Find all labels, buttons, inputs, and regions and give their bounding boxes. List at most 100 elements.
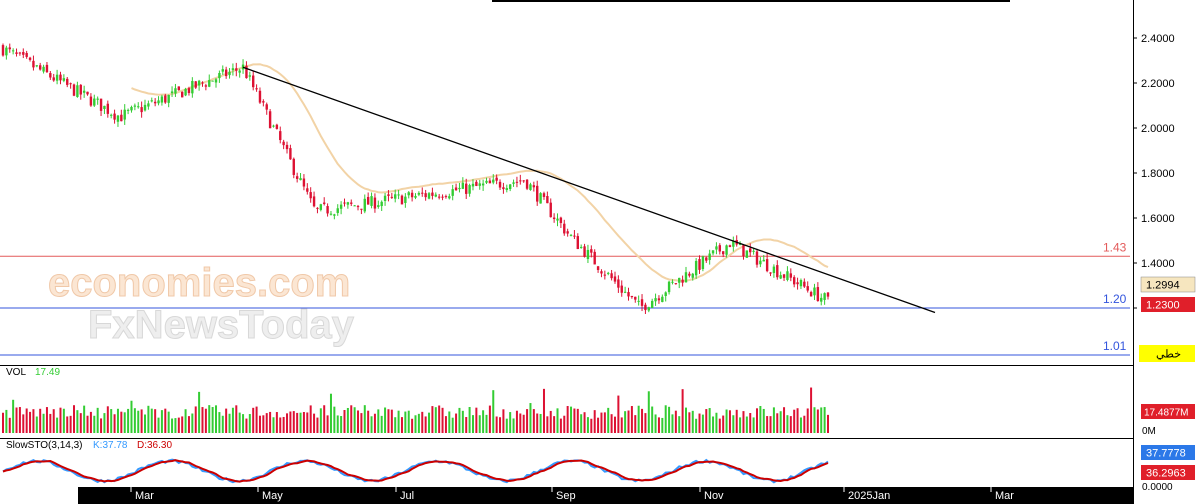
volume-bar bbox=[69, 415, 72, 433]
volume-bar bbox=[167, 411, 170, 433]
volume-bar bbox=[174, 418, 177, 433]
volume-bar bbox=[776, 413, 779, 433]
volume-bar bbox=[417, 413, 420, 433]
candle-body bbox=[566, 231, 569, 234]
volume-bar bbox=[438, 405, 441, 433]
volume-bar bbox=[806, 408, 809, 433]
stochastic-title: SlowSTO(3,14,3) bbox=[6, 440, 83, 451]
time-axis-bar[interactable] bbox=[78, 487, 1133, 504]
candle-body bbox=[201, 82, 204, 84]
volume-bar bbox=[299, 412, 302, 433]
candle-body bbox=[319, 204, 323, 210]
volume-bar bbox=[559, 418, 562, 433]
candle-body bbox=[25, 52, 28, 57]
candle-body bbox=[674, 283, 678, 285]
volume-bar bbox=[725, 409, 728, 433]
candle-body bbox=[113, 113, 116, 120]
volume-bar bbox=[654, 414, 657, 433]
volume-bar bbox=[766, 416, 769, 433]
candle-body bbox=[715, 246, 718, 250]
candle-body bbox=[792, 277, 796, 285]
candle-body bbox=[69, 83, 72, 85]
drawing-tool-badge[interactable] bbox=[1139, 345, 1195, 362]
candle-body bbox=[481, 183, 485, 186]
volume-bar bbox=[688, 412, 691, 433]
candle-body bbox=[93, 98, 96, 106]
volume-bar bbox=[705, 409, 708, 433]
candle-body bbox=[96, 98, 99, 100]
candle-body bbox=[488, 180, 492, 184]
volume-bar bbox=[617, 395, 620, 433]
volume-bar bbox=[509, 412, 512, 433]
trendline-segment[interactable] bbox=[242, 66, 936, 314]
volume-bar bbox=[796, 408, 799, 433]
volume-bar bbox=[749, 413, 752, 433]
candle-body bbox=[765, 259, 769, 272]
candle-body bbox=[109, 114, 113, 116]
volume-value: 17.49 bbox=[35, 367, 60, 378]
candle-body bbox=[373, 197, 377, 209]
price-tick-label: 1.6000 bbox=[1141, 213, 1175, 225]
volume-bar bbox=[235, 405, 238, 433]
volume-bar bbox=[228, 413, 231, 433]
volume-bar bbox=[343, 410, 346, 433]
candle-body bbox=[140, 107, 143, 113]
volume-bar bbox=[52, 409, 55, 433]
volume-bar bbox=[803, 415, 806, 433]
volume-bar bbox=[353, 407, 356, 433]
candle-body bbox=[454, 187, 458, 191]
volume-bar bbox=[823, 407, 826, 433]
volume-bar bbox=[549, 410, 552, 433]
volume-bar bbox=[140, 409, 143, 433]
volume-bar bbox=[607, 407, 610, 433]
candle-body bbox=[789, 273, 793, 278]
volume-bar bbox=[816, 409, 819, 433]
volume-bar bbox=[512, 418, 515, 433]
candle-body bbox=[698, 259, 701, 270]
candle-body bbox=[410, 192, 414, 198]
volume-bar bbox=[630, 406, 633, 433]
candle-body bbox=[468, 185, 471, 194]
candle-body bbox=[711, 250, 715, 254]
volume-bar bbox=[590, 418, 593, 433]
price-tick-label: 2.4000 bbox=[1141, 33, 1175, 45]
candle-body bbox=[502, 187, 505, 190]
candle-body bbox=[583, 246, 586, 257]
volume-bar bbox=[316, 417, 319, 433]
volume-bar bbox=[488, 405, 491, 433]
volume-bar bbox=[580, 414, 583, 433]
volume-bar bbox=[110, 409, 113, 433]
volume-bar bbox=[661, 417, 664, 433]
candle-body bbox=[559, 217, 563, 224]
volume-bar bbox=[813, 407, 816, 433]
volume-title: VOL bbox=[6, 367, 26, 378]
candle-body bbox=[366, 196, 370, 205]
candle-body bbox=[76, 85, 79, 97]
trendline[interactable] bbox=[242, 66, 936, 314]
candle-body bbox=[725, 245, 728, 255]
candle-body bbox=[157, 100, 160, 104]
candle-body bbox=[72, 84, 76, 96]
candle-body bbox=[637, 300, 640, 302]
candle-body bbox=[576, 236, 579, 250]
time-axis: Mar May Jul Sep Nov 2025Jan Mar bbox=[130, 487, 1014, 502]
volume-bar bbox=[242, 414, 245, 433]
volume-bar bbox=[255, 406, 258, 433]
volume-bar bbox=[576, 408, 579, 433]
volume-bar bbox=[79, 413, 82, 433]
candle-body bbox=[245, 65, 248, 79]
candle-body bbox=[292, 158, 295, 175]
volume-bar bbox=[485, 414, 488, 433]
volume-bar bbox=[431, 406, 434, 433]
volume-bar bbox=[49, 413, 52, 433]
volume-bar bbox=[563, 415, 566, 433]
volume-axis-zero: 0M bbox=[1142, 426, 1156, 437]
volume-bar bbox=[42, 413, 45, 433]
candle-body bbox=[370, 196, 373, 206]
top-scroll-bar[interactable] bbox=[492, 0, 1010, 2]
candle-body bbox=[404, 196, 407, 203]
candle-body bbox=[353, 205, 356, 207]
candle-body bbox=[150, 100, 153, 102]
candle-body bbox=[137, 106, 140, 108]
